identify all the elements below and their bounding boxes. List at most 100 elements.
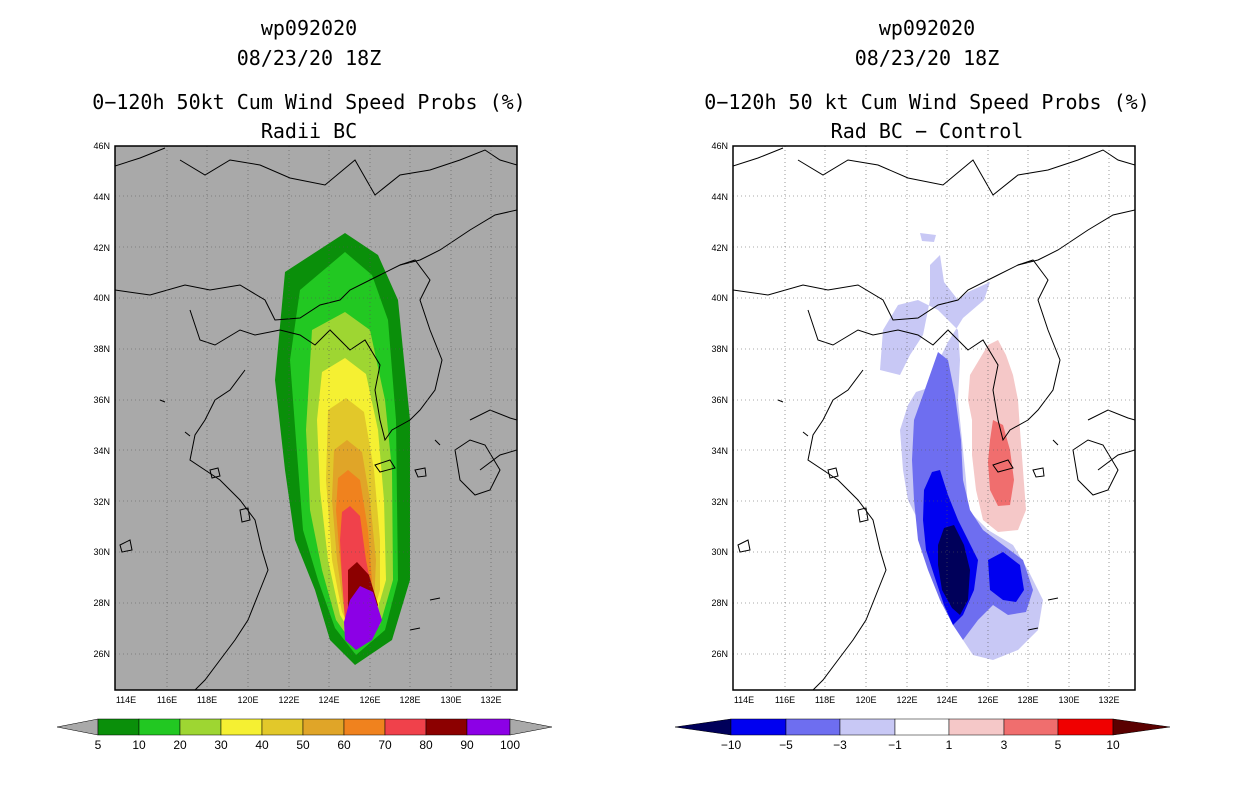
colorbar-label: 60 [337,738,351,752]
right-gridlines [733,146,1135,690]
colorbar-swatch-40-50 [261,718,304,736]
lon-label: 118E [197,695,217,705]
colorbar-label: 50 [296,738,310,752]
lat-label: 46N [711,141,728,151]
lon-label: 124E [318,695,339,705]
lat-label: 32N [93,497,110,507]
left-map-figure: 46N 44N 42N 40N 38N 36N 34N 32N 30N 28N … [56,141,553,752]
lat-label: 42N [93,243,110,253]
lon-label: 128E [1017,695,1038,705]
lon-label: 116E [157,695,177,705]
lat-label: 40N [93,293,110,303]
colorbar-label: 10 [1106,738,1120,752]
left-probability-swath [275,233,410,665]
colorbar-label: 70 [378,738,392,752]
left-subtitle: Radii BC [260,119,358,143]
colorbar-label: 40 [255,738,269,752]
lat-label: 36N [711,395,728,405]
colorbar-label: −1 [888,738,902,752]
colorbar-label: 20 [173,738,187,752]
left-panel: wp092020 08/23/20 18Z 0−120h 50kt Cum Wi… [56,16,553,752]
left-lat-labels: 46N 44N 42N 40N 38N 36N 34N 32N 30N 28N … [93,141,110,659]
colorbar-swatch-90-100 [466,718,511,736]
lon-label: 130E [440,695,461,705]
right-datetime: 08/23/20 18Z [854,46,1000,70]
colorbar-label: 5 [1055,738,1062,752]
lon-label: 124E [936,695,957,705]
colorbar-over-arrow [1112,718,1171,736]
colorbar-swatch-neg10-neg5 [730,718,787,736]
colorbar-label: 80 [419,738,433,752]
colorbar-label: −5 [779,738,793,752]
lat-label: 38N [711,344,728,354]
colorbar-swatch-neg5-neg3 [785,718,841,736]
lon-label: 122E [896,695,917,705]
lon-label: 130E [1058,695,1079,705]
lon-label: 120E [855,695,876,705]
colorbar-label: −10 [721,738,742,752]
lat-label: 26N [711,649,728,659]
diff-contour-pos3 [988,420,1014,506]
right-lat-labels: 46N 44N 42N 40N 38N 36N 34N 32N 30N 28N … [711,141,728,659]
left-gridlines [115,146,517,690]
lat-label: 40N [711,293,728,303]
left-colorbar [56,718,553,736]
right-storm-id: wp092020 [878,16,976,40]
diff-contour-neg10 [938,525,970,615]
colorbar-under-arrow [56,718,99,736]
lat-label: 44N [93,192,110,202]
colorbar-swatch-60-70 [343,718,386,736]
colorbar-label: 1 [946,738,953,752]
lat-label: 32N [711,497,728,507]
lon-label: 122E [278,695,299,705]
lon-label: 128E [399,695,420,705]
left-storm-id: wp092020 [260,16,358,40]
colorbar-swatch-neg3-neg1 [839,718,896,736]
lon-label: 126E [977,695,998,705]
colorbar-label: 30 [214,738,228,752]
lat-label: 38N [93,344,110,354]
left-colorbar-labels: 5 10 20 30 40 50 60 70 80 90 100 [95,738,521,752]
left-coastlines [115,147,517,690]
colorbar-swatch-20-30 [179,718,222,736]
right-panel: wp092020 08/23/20 18Z 0−120h 50 kt Cum W… [618,0,1236,800]
right-colorbar-labels: −10 −5 −3 −1 1 3 5 10 [721,738,1120,752]
lon-label: 120E [237,695,258,705]
lon-label: 118E [815,695,835,705]
colorbar-label: 100 [500,738,520,752]
right-difference-fields [880,233,1043,660]
lat-label: 42N [711,243,728,253]
colorbar-swatch-80-90 [425,718,468,736]
lon-label: 114E [116,695,136,705]
prob-contour-90 [344,586,382,650]
right-product-title: 0−120h 50 kt Cum Wind Speed Probs (%) [704,90,1150,114]
lat-label: 44N [711,192,728,202]
lat-label: 34N [711,446,728,456]
right-subtitle: Rad BC − Control [830,119,1024,143]
colorbar-swatch-5-10 [1057,718,1114,736]
colorbar-swatch-3-5 [1003,718,1059,736]
lat-label: 36N [93,395,110,405]
colorbar-label: 10 [132,738,146,752]
right-coastlines [733,147,1135,690]
colorbar-swatch-70-80 [384,718,427,736]
lon-label: 132E [480,695,501,705]
lon-label: 126E [359,695,380,705]
left-product-title: 0−120h 50kt Cum Wind Speed Probs (%) [92,90,526,114]
left-lon-labels: 114E 116E 118E 120E 122E 124E 126E 128E … [116,695,502,705]
lon-label: 132E [1098,695,1119,705]
right-map-frame [732,145,1136,691]
colorbar-over-arrow [509,718,553,736]
colorbar-swatch-1-3 [948,718,1005,736]
colorbar-label: 3 [1001,738,1008,752]
colorbar-swatch-5-10 [97,718,140,736]
colorbar-swatch-neg1-1 [894,718,950,736]
lat-label: 26N [93,649,110,659]
colorbar-label: −3 [833,738,847,752]
right-colorbar [674,718,1171,736]
lat-label: 34N [93,446,110,456]
lat-label: 30N [93,547,110,557]
right-lon-labels: 114E 116E 118E 120E 122E 124E 126E 128E … [734,695,1120,705]
lon-label: 114E [734,695,754,705]
lat-label: 28N [93,598,110,608]
